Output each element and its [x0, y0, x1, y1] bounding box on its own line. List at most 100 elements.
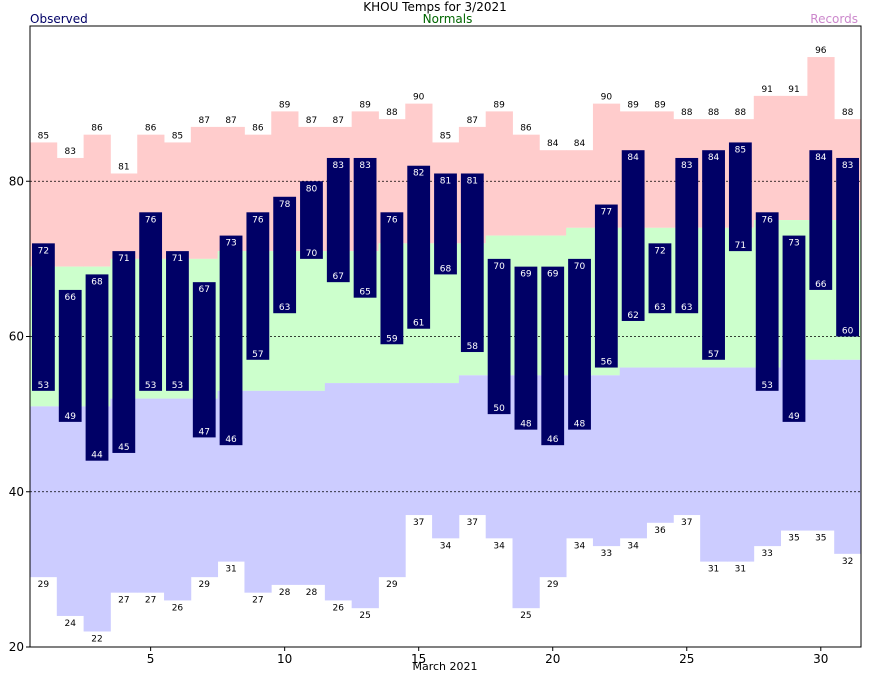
observed-high-label: 84	[815, 153, 827, 163]
record-low-label: 22	[91, 634, 102, 644]
record-low-label: 31	[225, 565, 236, 575]
record-high-band	[110, 173, 138, 259]
record-low-label: 24	[64, 619, 76, 629]
record-low-label: 31	[735, 565, 746, 575]
record-low-label: 36	[654, 526, 666, 536]
observed-high-label: 76	[386, 215, 398, 225]
observed-bar	[139, 212, 163, 391]
observed-bar	[300, 181, 323, 259]
record-high-band	[190, 126, 219, 259]
observed-high-label: 69	[547, 270, 559, 280]
record-low-band	[137, 398, 165, 593]
record-low-label: 26	[172, 603, 184, 613]
record-low-label: 25	[359, 611, 370, 621]
record-low-label: 34	[493, 541, 505, 551]
record-high-label: 86	[252, 124, 264, 134]
observed-high-label: 77	[601, 208, 612, 218]
observed-bar	[514, 266, 538, 430]
record-high-label: 86	[91, 124, 103, 134]
observed-low-label: 53	[172, 381, 183, 391]
record-high-label: 91	[761, 85, 772, 95]
observed-bar	[568, 258, 591, 430]
record-low-label: 29	[38, 580, 50, 590]
record-low-band	[592, 375, 621, 547]
record-high-label: 88	[386, 108, 398, 118]
record-low-label: 37	[467, 518, 478, 528]
record-high-band	[646, 111, 674, 228]
x-axis-label: March 2021	[412, 660, 478, 673]
record-low-label: 25	[520, 611, 531, 621]
observed-high-label: 69	[520, 270, 532, 280]
observed-bar	[782, 235, 806, 422]
observed-high-label: 72	[654, 246, 665, 256]
record-high-label: 89	[279, 100, 291, 110]
observed-high-label: 66	[64, 293, 76, 303]
x-tick-label: 20	[545, 652, 560, 666]
observed-high-label: 72	[38, 246, 49, 256]
observed-bar	[166, 251, 189, 391]
observed-high-label: 85	[735, 145, 746, 155]
record-low-label: 27	[145, 596, 156, 606]
record-low-band	[646, 367, 674, 523]
observed-bar	[407, 165, 431, 329]
observed-low-label: 48	[574, 420, 586, 430]
x-tick-label: 25	[679, 652, 694, 666]
record-high-label: 86	[520, 124, 532, 134]
observed-high-label: 81	[440, 176, 451, 186]
record-high-label: 90	[601, 93, 613, 103]
observed-high-label: 76	[252, 215, 264, 225]
observed-high-label: 84	[708, 153, 720, 163]
y-tick-label: 60	[9, 330, 24, 344]
record-high-label: 87	[199, 116, 210, 126]
observed-high-label: 83	[333, 161, 344, 171]
observed-high-label: 82	[413, 169, 424, 179]
observed-low-label: 66	[815, 280, 827, 290]
observed-high-label: 73	[225, 239, 236, 249]
record-high-label: 85	[38, 131, 49, 141]
normal-band	[298, 251, 326, 391]
record-high-label: 83	[64, 147, 75, 157]
y-tick-label: 40	[9, 485, 24, 499]
record-high-label: 87	[306, 116, 317, 126]
record-high-band	[83, 134, 111, 267]
observed-bar	[112, 251, 136, 453]
observed-low-label: 46	[547, 435, 559, 445]
y-tick-label: 20	[9, 640, 24, 654]
x-tick-label: 5	[147, 652, 155, 666]
observed-high-label: 73	[788, 239, 799, 249]
observed-bar	[326, 157, 350, 283]
record-low-label: 35	[815, 534, 826, 544]
record-high-label: 90	[413, 93, 425, 103]
observed-bar	[273, 196, 297, 314]
record-low-band	[726, 367, 755, 562]
observed-low-label: 53	[38, 381, 49, 391]
observed-high-label: 70	[574, 262, 586, 272]
record-low-band	[298, 390, 326, 585]
record-high-label: 87	[225, 116, 236, 126]
observed-bar	[460, 173, 484, 353]
observed-low-label: 67	[333, 272, 344, 282]
observed-high-label: 80	[306, 184, 318, 194]
record-low-band	[753, 367, 781, 547]
x-tick-label: 15	[411, 652, 426, 666]
record-low-label: 32	[842, 557, 853, 567]
record-high-label: 91	[788, 85, 799, 95]
observed-low-label: 57	[252, 350, 263, 360]
record-low-label: 34	[574, 541, 586, 551]
record-low-label: 37	[681, 518, 692, 528]
record-high-band	[485, 111, 513, 236]
observed-bar	[594, 204, 618, 368]
observed-bar	[755, 212, 779, 391]
observed-low-label: 71	[735, 241, 746, 251]
y-tick-label: 80	[9, 174, 24, 188]
record-low-label: 35	[788, 534, 799, 544]
record-high-band	[512, 134, 540, 236]
record-high-label: 86	[145, 124, 157, 134]
record-high-label: 87	[333, 116, 344, 126]
record-low-band	[405, 383, 433, 516]
observed-low-label: 59	[386, 334, 398, 344]
observed-high-label: 76	[145, 215, 157, 225]
record-high-label: 85	[440, 131, 451, 141]
record-low-band	[458, 375, 487, 516]
record-high-label: 88	[708, 108, 720, 118]
